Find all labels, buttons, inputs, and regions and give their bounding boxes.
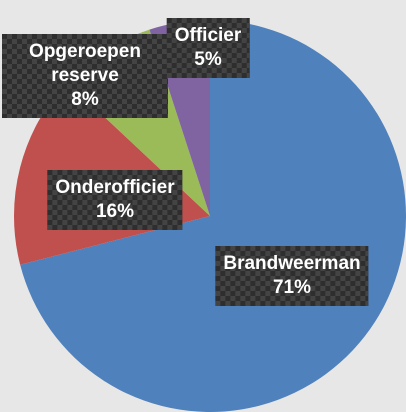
value-label: 5% (194, 49, 222, 70)
data-label: Brandweerman 71% (215, 246, 368, 306)
data-label: Officier 5% (167, 18, 250, 78)
data-label: Onderofficier 16% (47, 170, 182, 230)
value-label: 8% (71, 89, 99, 110)
category-label: Onderofficier (55, 177, 175, 198)
data-label: Opgeroepen reserve 8% (2, 34, 168, 118)
pie-slice (20, 20, 406, 412)
category-label: Officier (174, 25, 242, 46)
value-label: 16% (95, 201, 135, 222)
value-label: 71% (272, 277, 312, 298)
category-label: Opgeroepen reserve (29, 41, 141, 86)
category-label: Brandweerman (223, 253, 361, 274)
